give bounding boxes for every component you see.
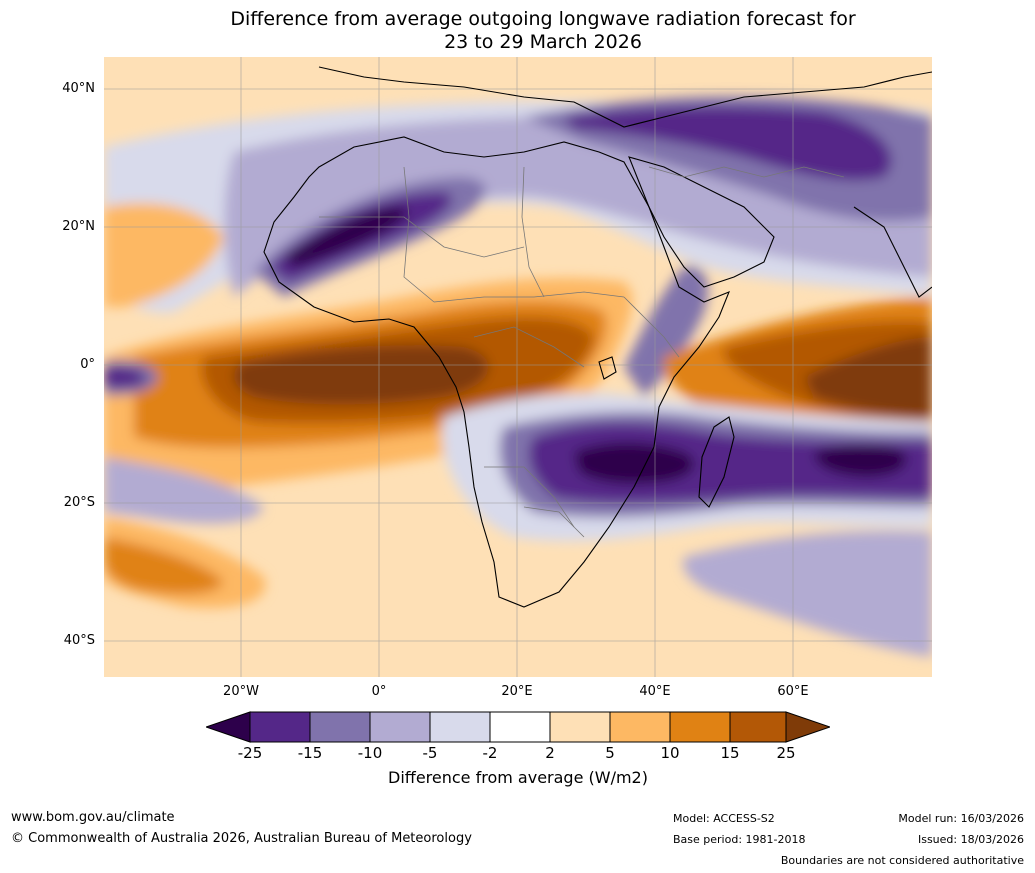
lake-victoria [598, 356, 617, 380]
india-coastline [853, 206, 932, 298]
colorbar-bin-n5-n2 [430, 712, 490, 742]
africa-coastline [263, 136, 730, 608]
field-indian-ocean-core [804, 337, 932, 417]
colorbar-bin-2-5 [550, 712, 610, 742]
country-borders [319, 166, 845, 538]
title-line-2: 23 to 29 March 2026 [444, 31, 642, 53]
colorbar-tick-n15: -15 [297, 744, 323, 762]
lat-label-20n: 20°N [62, 219, 95, 234]
colorbar-bin-10-15 [670, 712, 730, 742]
colorbar-graphic [204, 711, 832, 743]
lat-label-40s: 40°S [63, 633, 95, 648]
chart-title: Difference from average outgoing longwav… [0, 8, 1035, 54]
colorbar-tick-25: 25 [776, 744, 796, 762]
map-panel [104, 57, 932, 677]
footer-issued: Issued: 18/03/2026 [917, 833, 1024, 846]
field-eastafrica-purple [624, 266, 708, 397]
field-mideast-deep-purple [564, 106, 892, 181]
border-sahara-3 [521, 166, 545, 298]
border-south-1 [484, 466, 575, 528]
colorbar-bin-n10-n5 [370, 712, 430, 742]
colorbar-tick-n10: -10 [357, 744, 383, 762]
field-atlantic-south-deep [104, 537, 224, 595]
footer-website: www.bom.gov.au/climate [11, 810, 175, 825]
europe-coastline [318, 66, 932, 128]
anomaly-fields [104, 96, 932, 657]
title-line-1: Difference from average outgoing longwav… [230, 8, 856, 30]
field-west-deep [104, 366, 146, 388]
border-south-2 [523, 506, 585, 538]
field-southern-ocean-lavender [683, 530, 932, 657]
lat-label-40n: 40°N [62, 81, 95, 96]
colorbar-extend-low [204, 711, 251, 743]
footer-base-period: Base period: 1981-2018 [673, 833, 806, 846]
field-indian-core-2 [814, 444, 907, 477]
colorbar-bin-n15-n10 [310, 712, 370, 742]
colorbar-extend-high [785, 711, 832, 743]
lon-label-40e: 40°E [639, 684, 671, 699]
footer-model-run: Model run: 16/03/2026 [898, 812, 1024, 825]
colorbar-label: Difference from average (W/m2) [388, 768, 648, 787]
field-equatorial-core [233, 345, 489, 405]
colorbar-tick-15: 15 [720, 744, 740, 762]
madagascar-coastline [698, 416, 735, 508]
colorbar-bin-n2-2 [490, 712, 550, 742]
colorbar-bin-15-25 [730, 712, 786, 742]
field-sahara-core [284, 207, 408, 267]
footer-disclaimer: Boundaries are not considered authoritat… [780, 854, 1024, 867]
lon-label-0: 0° [371, 684, 387, 699]
lon-label-60e: 60°E [777, 684, 809, 699]
colorbar [204, 711, 832, 743]
lat-label-20s: 20°S [63, 495, 95, 510]
coastlines [263, 66, 932, 608]
olr-anomaly-map [104, 57, 932, 677]
border-central-2 [473, 326, 585, 368]
lon-label-20e: 20°E [501, 684, 533, 699]
colorbar-bin-n25-n15 [250, 712, 310, 742]
colorbar-tick-5: 5 [605, 744, 615, 762]
footer-model: Model: ACCESS-S2 [673, 812, 775, 825]
border-east-1 [623, 296, 680, 358]
lon-label-20w: 20°W [223, 684, 259, 699]
colorbar-tick-10: 10 [660, 744, 680, 762]
graticule [104, 57, 932, 677]
colorbar-tick-n2: -2 [482, 744, 498, 762]
colorbar-tick-n5: -5 [422, 744, 438, 762]
border-sahara-1 [319, 216, 525, 258]
field-atlantic-north-orange [104, 203, 224, 307]
border-sahara-2 [403, 166, 435, 303]
lat-label-equator: 0° [80, 357, 95, 372]
field-atlantic-south-purple [104, 457, 264, 524]
border-central-1 [433, 291, 625, 303]
colorbar-bin-5-10 [610, 712, 670, 742]
border-mideast [648, 166, 845, 178]
colorbar-tick-2: 2 [545, 744, 555, 762]
footer-copyright: © Commonwealth of Australia 2026, Austra… [11, 831, 472, 846]
field-south-core [574, 442, 695, 484]
arabia-coastline [628, 156, 775, 288]
colorbar-tick-n25: -25 [237, 744, 263, 762]
